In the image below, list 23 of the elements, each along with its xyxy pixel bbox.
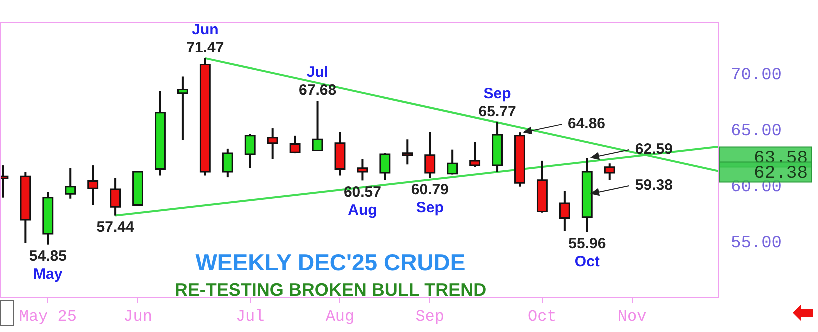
x-tick-label: Nov xyxy=(618,308,648,326)
annotation: 57.44 xyxy=(96,218,135,236)
x-tick-label: Sep xyxy=(416,308,445,326)
annotation: 59.38 xyxy=(635,177,673,194)
text: WEEKLY DEC'25 CRUDE xyxy=(196,250,466,276)
x-tick-label: Jun xyxy=(124,308,152,326)
y-tick-label: 65.00 xyxy=(731,122,782,142)
annotation: 60.79 Sep xyxy=(411,181,449,216)
annotation: 55.96 Oct xyxy=(568,236,606,271)
annotation: 64.86 xyxy=(568,116,606,133)
y-tick-label: 60.00 xyxy=(731,178,782,198)
x-tick-label: Aug xyxy=(326,308,355,326)
text: RE-TESTING BROKEN BULL TREND xyxy=(174,280,487,300)
annotation: 60.57 Aug xyxy=(344,184,382,219)
x-tick-label: Jul xyxy=(236,308,265,326)
x-tick-label: Oct xyxy=(528,308,557,326)
annotation: Sep 65.77 xyxy=(478,86,516,120)
annotation: 54.85 May xyxy=(29,248,67,283)
y-tick-label: 55.00 xyxy=(731,234,782,254)
y-tick-label: 70.00 xyxy=(731,66,782,86)
annotation: Jun 71.47 xyxy=(186,22,224,57)
annotation: Jul 67.68 xyxy=(299,64,337,100)
x-tick-label: May 25 xyxy=(19,308,77,326)
